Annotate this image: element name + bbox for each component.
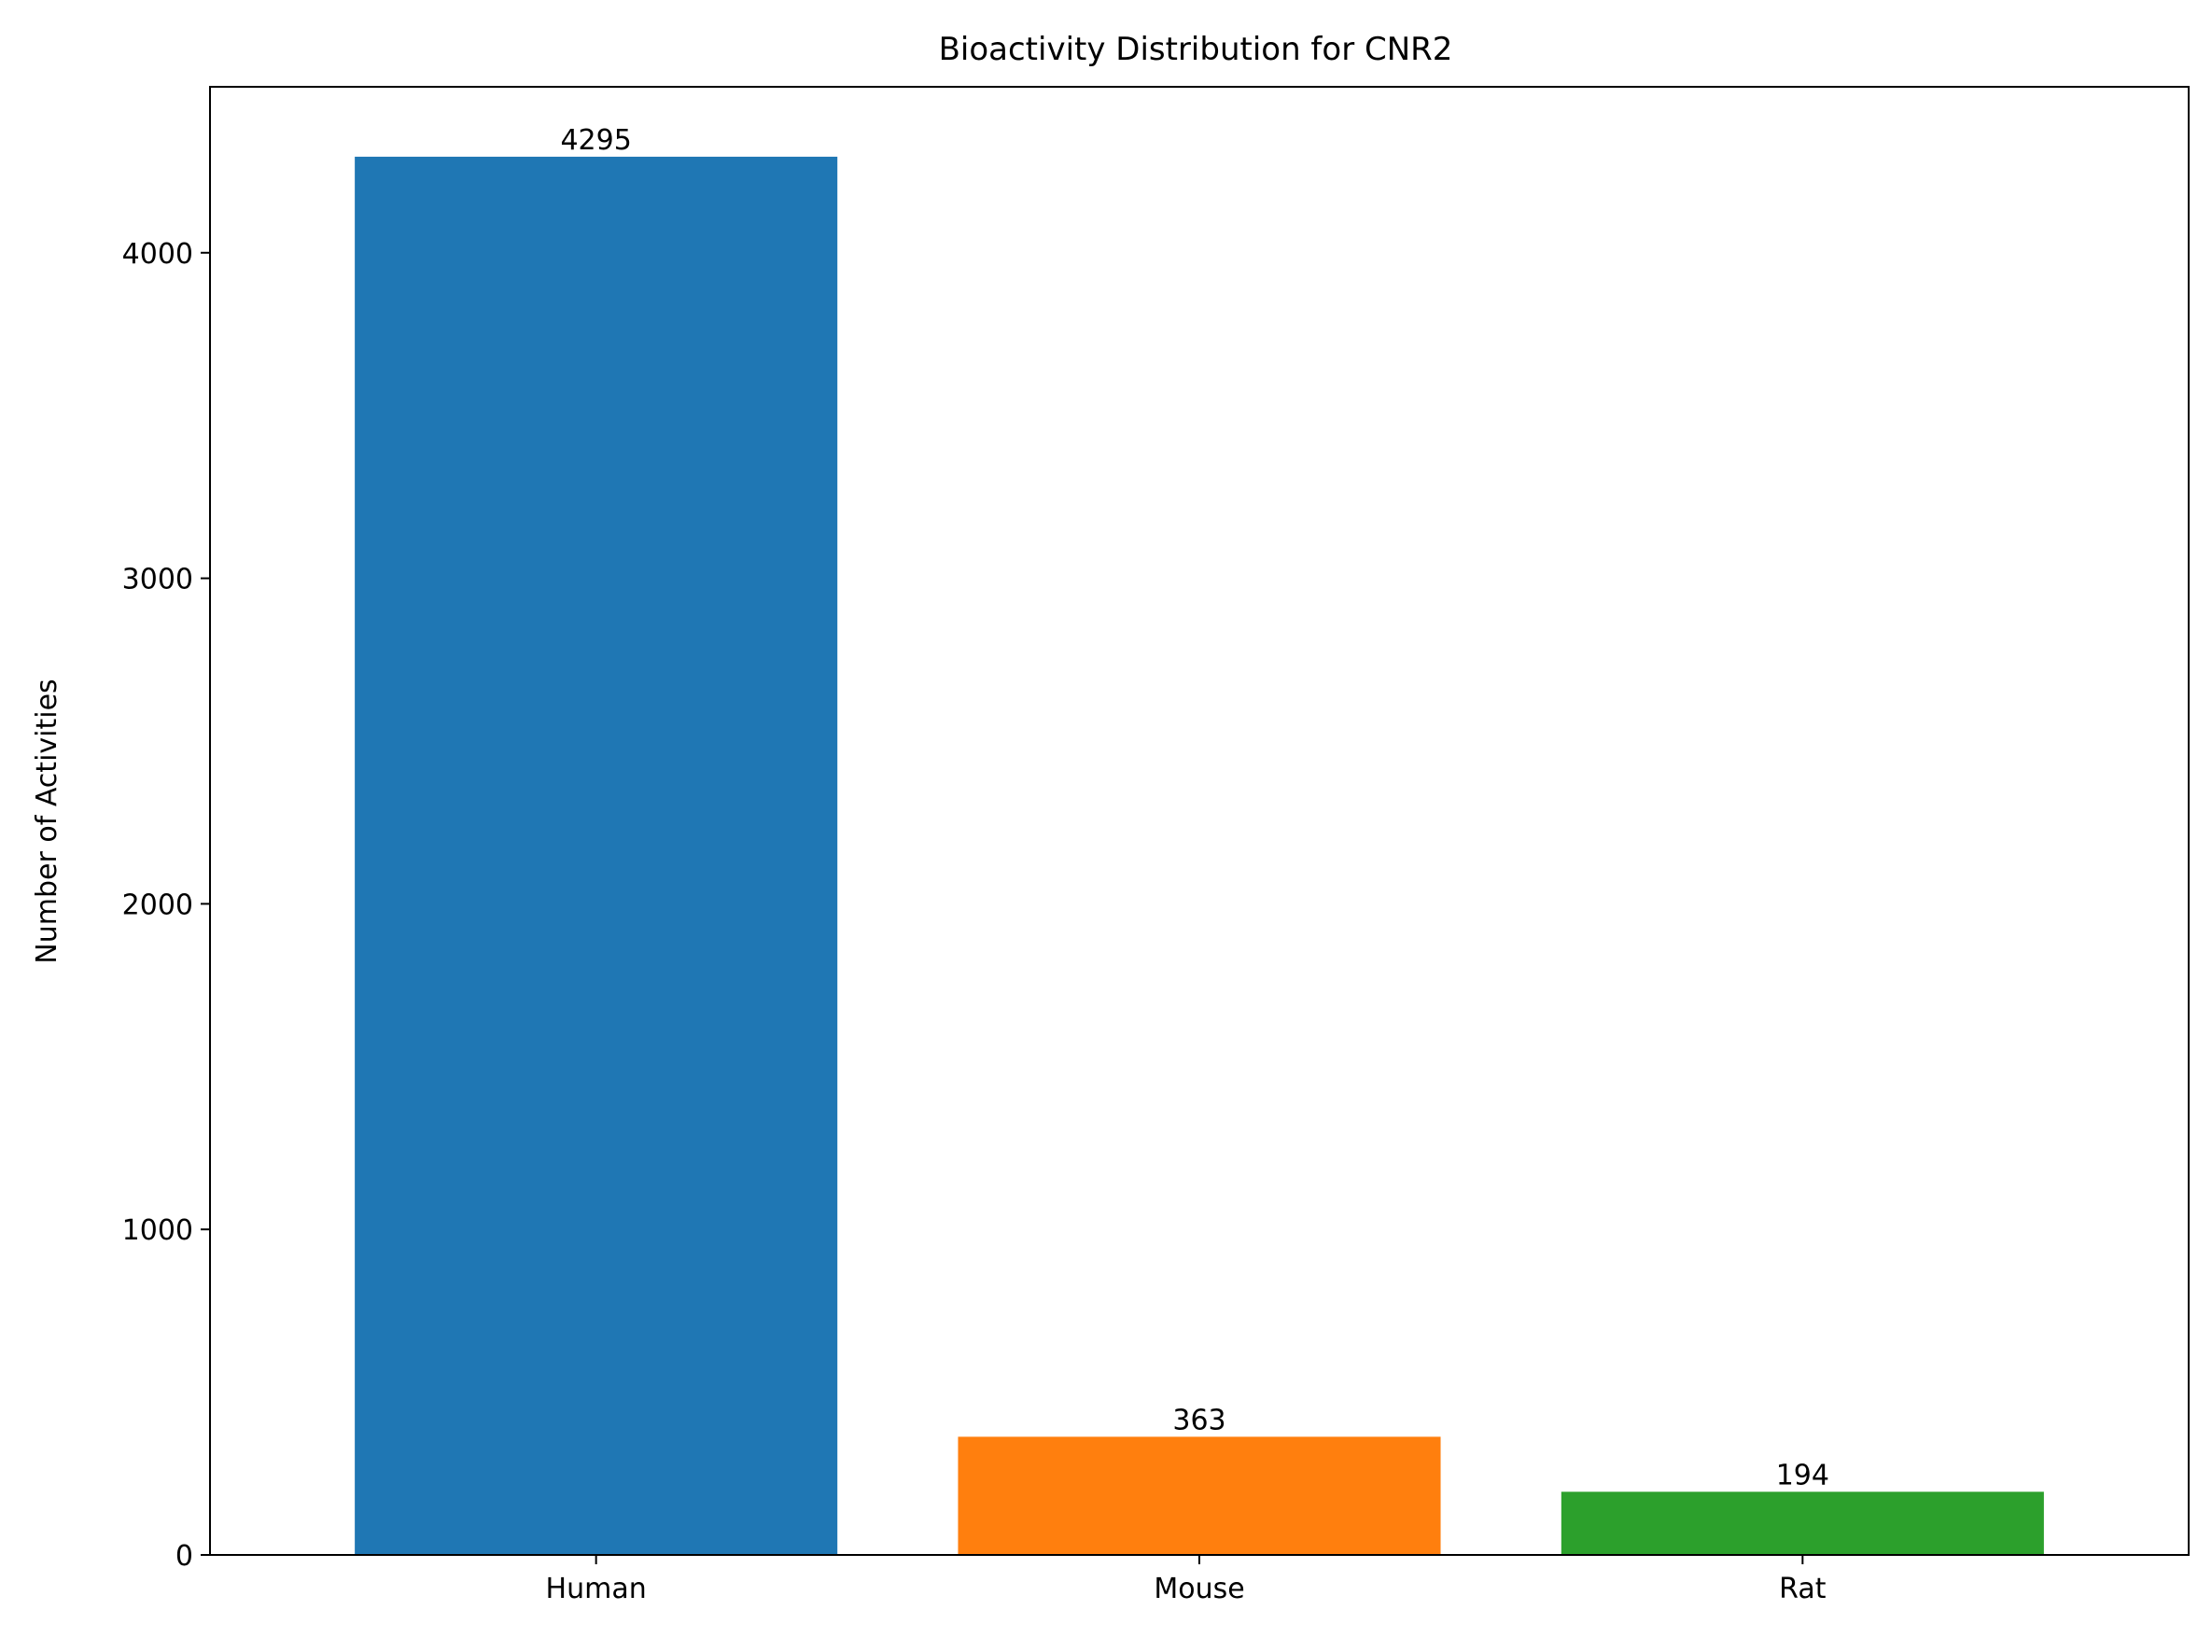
y-tick-label-4000: 4000 <box>122 238 193 271</box>
bar-value-label-rat: 194 <box>1776 1459 1829 1491</box>
bar-value-label-mouse: 363 <box>1172 1404 1225 1436</box>
y-tick-label-3000: 3000 <box>122 564 193 596</box>
bar-human <box>355 156 838 1555</box>
x-tick-label-rat: Rat <box>1779 1573 1827 1605</box>
y-tick-label-0: 0 <box>175 1540 193 1573</box>
x-axis-ticks: Human Mouse Rat <box>546 1555 1827 1605</box>
bar-value-labels: 4295 363 194 <box>560 124 1828 1491</box>
y-axis-ticks: 0 1000 2000 3000 4000 <box>122 238 210 1573</box>
bar-mouse <box>958 1436 1441 1555</box>
y-tick-label-2000: 2000 <box>122 889 193 921</box>
plot-area-frame <box>209 86 2190 1556</box>
x-tick-label-mouse: Mouse <box>1154 1573 1244 1605</box>
x-tick-label-human: Human <box>546 1573 647 1605</box>
y-tick-label-1000: 1000 <box>122 1214 193 1247</box>
y-axis-label: Number of Activities <box>31 679 63 963</box>
bar-rat <box>1561 1491 2044 1555</box>
chart-title: Bioactivity Distribution for CNR2 <box>939 31 1453 68</box>
bar-value-label-human: 4295 <box>560 124 631 157</box>
bars-group <box>355 156 2044 1555</box>
